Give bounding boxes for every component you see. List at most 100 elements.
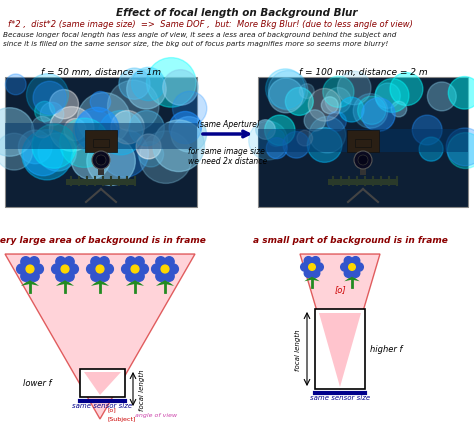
Text: (same Aperture): (same Aperture)	[197, 120, 259, 129]
Circle shape	[448, 78, 474, 110]
Bar	[5, 78, 197, 208]
Circle shape	[428, 83, 456, 112]
Polygon shape	[319, 313, 361, 387]
Circle shape	[134, 257, 144, 267]
Circle shape	[307, 128, 342, 163]
Circle shape	[300, 85, 314, 99]
Circle shape	[309, 117, 346, 154]
Polygon shape	[126, 280, 135, 286]
Circle shape	[357, 97, 386, 125]
Circle shape	[325, 88, 351, 114]
Polygon shape	[91, 280, 100, 286]
Circle shape	[266, 138, 287, 159]
Circle shape	[99, 111, 143, 155]
Circle shape	[18, 131, 52, 164]
Text: a small part of background is in frame: a small part of background is in frame	[253, 236, 447, 244]
Circle shape	[17, 265, 27, 274]
Text: Because longer focal length has less angle of view, it sees a less area of backg: Because longer focal length has less ang…	[3, 32, 396, 38]
Text: [Subject]: [Subject]	[108, 417, 137, 421]
Circle shape	[92, 152, 110, 170]
Circle shape	[40, 103, 64, 127]
Text: since it is filled on the same sensor size, the bkg out of focus parts magnifies: since it is filled on the same sensor si…	[3, 41, 388, 47]
Circle shape	[0, 134, 33, 171]
Circle shape	[87, 265, 97, 274]
Circle shape	[323, 77, 354, 108]
Circle shape	[146, 59, 196, 108]
Polygon shape	[135, 280, 144, 286]
Polygon shape	[30, 280, 39, 286]
Circle shape	[375, 84, 401, 109]
Bar	[315, 309, 365, 389]
Circle shape	[419, 138, 443, 162]
Bar	[80, 369, 125, 397]
Circle shape	[71, 141, 110, 180]
Circle shape	[169, 112, 201, 145]
Circle shape	[163, 71, 198, 106]
Polygon shape	[56, 280, 65, 286]
Circle shape	[315, 263, 323, 272]
Circle shape	[304, 257, 313, 265]
Circle shape	[23, 137, 63, 177]
Circle shape	[264, 116, 295, 146]
Circle shape	[138, 265, 148, 274]
Circle shape	[90, 92, 110, 113]
Circle shape	[173, 92, 207, 126]
Circle shape	[390, 74, 423, 106]
Polygon shape	[352, 276, 360, 282]
Circle shape	[140, 131, 192, 184]
Circle shape	[249, 122, 288, 161]
Circle shape	[103, 265, 113, 274]
Circle shape	[311, 269, 320, 278]
Circle shape	[126, 257, 136, 267]
Circle shape	[268, 79, 303, 113]
Circle shape	[32, 117, 53, 138]
Circle shape	[152, 265, 162, 274]
Bar	[98, 162, 104, 176]
Circle shape	[446, 129, 474, 166]
Text: focal length: focal length	[295, 328, 301, 370]
Circle shape	[156, 257, 166, 267]
Circle shape	[349, 264, 356, 271]
Text: lower f: lower f	[23, 378, 52, 388]
Circle shape	[375, 79, 409, 113]
Bar	[258, 78, 468, 208]
Bar	[85, 131, 117, 153]
Circle shape	[337, 72, 371, 106]
Circle shape	[108, 81, 159, 132]
Circle shape	[126, 272, 136, 282]
Circle shape	[5, 75, 26, 95]
Circle shape	[38, 134, 76, 172]
Circle shape	[164, 257, 174, 267]
Bar	[347, 131, 379, 153]
Circle shape	[64, 272, 74, 282]
Circle shape	[354, 152, 372, 170]
Bar	[66, 180, 136, 186]
Circle shape	[91, 272, 100, 282]
Polygon shape	[100, 280, 109, 286]
Text: focal length: focal length	[139, 368, 145, 410]
Bar	[355, 140, 371, 148]
Text: same sensor size: same sensor size	[310, 394, 370, 400]
Circle shape	[91, 257, 100, 267]
Circle shape	[355, 263, 364, 272]
Circle shape	[353, 94, 388, 129]
Circle shape	[60, 119, 109, 168]
Circle shape	[255, 120, 275, 140]
Circle shape	[344, 269, 353, 278]
Circle shape	[32, 125, 76, 169]
Circle shape	[29, 272, 39, 282]
Circle shape	[33, 82, 66, 115]
Polygon shape	[300, 254, 380, 389]
Text: higher f: higher f	[370, 345, 402, 354]
Circle shape	[339, 98, 364, 123]
Polygon shape	[65, 280, 74, 286]
Circle shape	[77, 93, 130, 146]
Circle shape	[99, 272, 109, 282]
Polygon shape	[5, 254, 195, 419]
Text: Effect of focal length on Background Blur: Effect of focal length on Background Blu…	[116, 8, 358, 18]
Circle shape	[362, 99, 395, 132]
Text: angle of view: angle of view	[135, 413, 177, 417]
Polygon shape	[156, 280, 165, 286]
Circle shape	[34, 265, 44, 274]
Circle shape	[73, 111, 116, 154]
